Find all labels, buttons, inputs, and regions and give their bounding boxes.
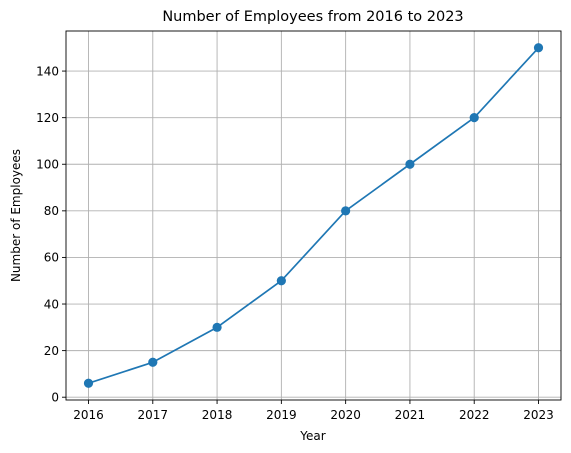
y-tick-label: 140 [36,64,59,78]
y-tick-label: 60 [44,251,59,265]
data-point [533,43,544,53]
data-point [276,276,286,286]
data-point [341,206,351,216]
x-tick-label: 2016 [73,408,104,422]
series-layer [83,43,544,388]
data-point [469,113,479,123]
data-point [212,322,222,332]
y-axis-label: Number of Employees [9,149,23,282]
chart-title: Number of Employees from 2016 to 2023 [162,9,463,25]
grid-layer [66,31,561,400]
data-point [83,378,94,388]
y-tick-label: 20 [44,344,59,358]
y-tick-label: 40 [44,297,59,311]
x-axis-label: Year [299,429,325,443]
y-tick-label: 100 [36,158,59,172]
y-tick-label: 80 [44,204,59,218]
x-tick-label: 2019 [266,408,297,422]
y-tick-label: 120 [36,111,59,125]
data-point [148,357,158,367]
x-tick-label: 2020 [330,408,361,422]
x-tick-label: 2023 [523,408,554,422]
tick-layer: 2016 2017 2018 2019 2020 2021 2022 2023 0 20 40 60 8… [36,64,554,422]
data-point [405,159,415,169]
x-tick-label: 2017 [138,408,169,422]
x-tick-label: 2018 [202,408,233,422]
series-line [88,47,540,385]
y-tick-label: 0 [51,391,59,405]
plot-frame [65,30,562,401]
x-tick-label: 2022 [459,408,490,422]
x-tick-label: 2021 [395,408,426,422]
